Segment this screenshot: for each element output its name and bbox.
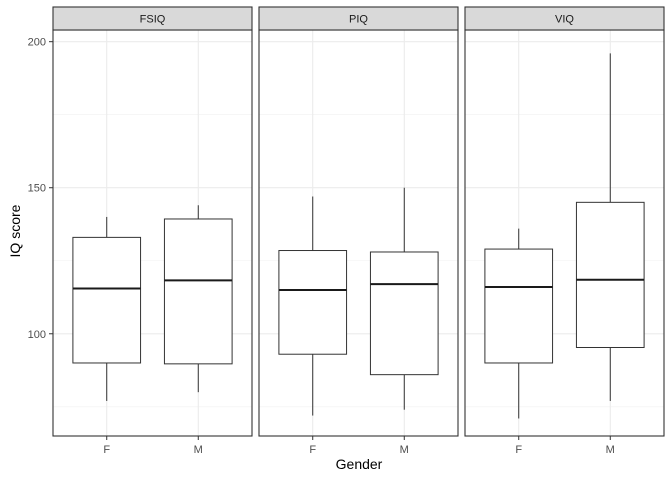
facet-strip bbox=[52, 6, 253, 31]
box-iqr bbox=[163, 218, 233, 365]
box-iqr bbox=[575, 201, 645, 348]
x-tick-label: M bbox=[606, 444, 615, 456]
box-viq-f bbox=[484, 228, 554, 419]
facet-strip bbox=[258, 6, 459, 31]
facet-strip-label: VIQ bbox=[555, 14, 574, 26]
facet-panel-viq: VIQ F M bbox=[464, 6, 665, 456]
box-piq-m bbox=[369, 187, 439, 410]
facet-strip bbox=[464, 6, 665, 31]
x-tick-label: M bbox=[400, 444, 409, 456]
x-tick-label: M bbox=[194, 444, 203, 456]
x-tick-label: F bbox=[309, 444, 316, 456]
x-tick-label: F bbox=[515, 444, 522, 456]
facet-panels: FSIQ F M PIQ F M VIQ F M bbox=[52, 6, 665, 456]
box-fsiq-m bbox=[163, 205, 233, 393]
box-iqr bbox=[484, 248, 554, 364]
box-iqr bbox=[72, 236, 142, 364]
facet-panel-fsiq: FSIQ F M bbox=[52, 6, 253, 456]
box-iqr bbox=[369, 251, 439, 376]
box-piq-f bbox=[278, 196, 348, 416]
y-tick-label: 200 bbox=[28, 37, 46, 49]
y-tick-label: 150 bbox=[28, 183, 46, 195]
box-viq-m bbox=[575, 53, 645, 401]
y-tick-label: 100 bbox=[28, 329, 46, 341]
facet-strip-label: FSIQ bbox=[140, 14, 166, 26]
y-axis: 100 150 200 bbox=[28, 37, 53, 341]
x-axis-title: Gender bbox=[336, 456, 383, 472]
x-tick-label: F bbox=[103, 444, 110, 456]
box-fsiq-f bbox=[72, 216, 142, 401]
box-iqr bbox=[278, 250, 348, 355]
facet-panel-piq: PIQ F M bbox=[258, 6, 459, 456]
facet-strip-label: PIQ bbox=[349, 14, 368, 26]
y-axis-title: IQ score bbox=[7, 204, 23, 257]
